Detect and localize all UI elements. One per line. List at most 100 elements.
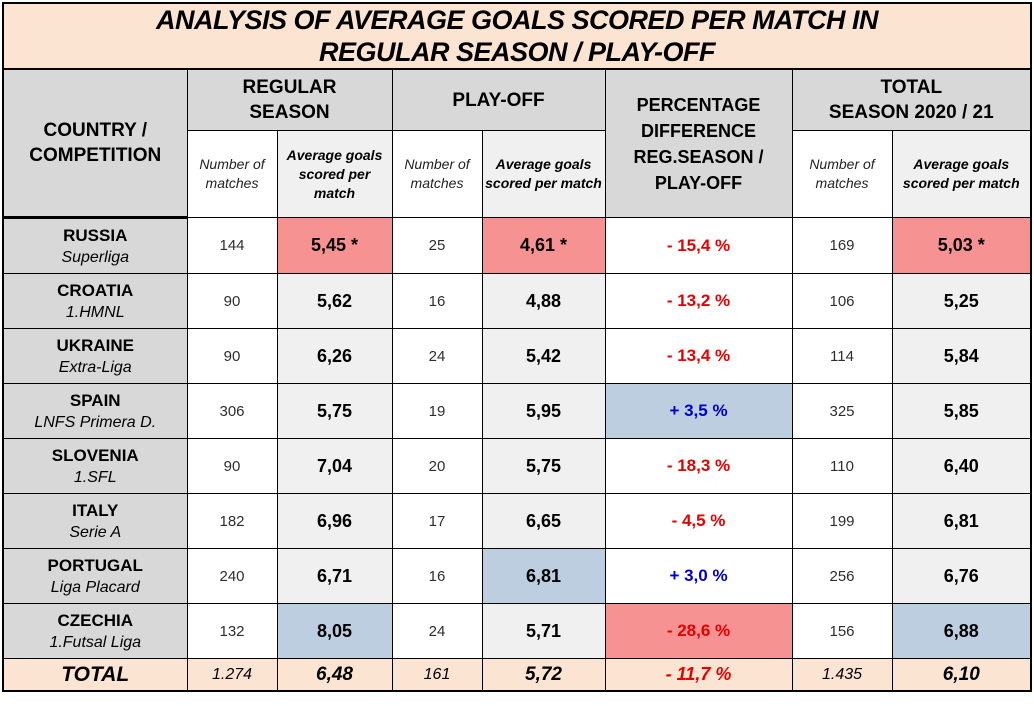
country-cell: CROATIA 1.HMNL [2, 273, 188, 329]
total-po-matches: 161 [391, 658, 483, 692]
percentage-cell: - 28,6 % [604, 603, 793, 659]
competition-name: Serie A [69, 523, 122, 541]
po-matches-cell: 17 [391, 493, 483, 549]
country-cell: UKRAINE Extra-Liga [2, 328, 188, 384]
header-group-row: COUNTRY / COMPETITION REGULAR SEASON PLA… [2, 68, 1032, 219]
header-country-competition: COUNTRY / COMPETITION [2, 68, 188, 219]
subheader-total-average-goals: Average goals scored per match [891, 130, 1032, 218]
total-matches-cell: 106 [791, 273, 893, 329]
country-cell: PORTUGAL Liga Placard [2, 548, 188, 604]
competition-name: 1.SFL [73, 468, 117, 486]
header-percentage-difference: PERCENTAGE DIFFERENCE REG.SEASON / PLAY-… [604, 68, 793, 218]
page-title: ANALYSIS OF AVERAGE GOALS SCORED PER MAT… [2, 2, 1032, 70]
rs-average-cell: 8,05 [276, 603, 393, 659]
rs-average-cell: 6,26 [276, 328, 393, 384]
total-average-cell: 6,81 [891, 493, 1032, 549]
country-cell: SPAIN LNFS Primera D. [2, 383, 188, 439]
goals-analysis-table: ANALYSIS OF AVERAGE GOALS SCORED PER MAT… [2, 2, 1033, 692]
table-row: RUSSIA Superliga 144 5,45 * 25 4,61 * - 15,4 %… [2, 217, 1032, 274]
table-row: CZECHIA 1.Futsal Liga 132 8,05 24 5,71- 28,6 … [2, 603, 1032, 659]
total-matches-cell: 156 [791, 603, 893, 659]
percentage-cell: - 4,5 % [604, 493, 793, 549]
country-name: ITALY [72, 500, 119, 520]
total-season-average: 6,10 [891, 658, 1032, 692]
total-matches-cell: 169 [791, 217, 893, 274]
percentage-cell: - 13,2 % [604, 273, 793, 329]
percentage-cell: - 15,4 % [604, 217, 793, 274]
table-row: ITALY Serie A 182 6,96 17 6,65- 4,5 % 199 6,81 [2, 493, 1032, 549]
total-average-cell: 6,88 [891, 603, 1032, 659]
po-average-cell: 5,42 [481, 328, 606, 384]
rs-matches-cell: 240 [186, 548, 278, 604]
rs-matches-cell: 306 [186, 383, 278, 439]
percentage-cell: - 18,3 % [604, 438, 793, 494]
subheader-po-number-of-matches: Number of matches [391, 130, 483, 218]
total-season-matches: 1.435 [791, 658, 893, 692]
rs-matches-cell: 182 [186, 493, 278, 549]
total-matches-cell: 325 [791, 383, 893, 439]
country-cell: CZECHIA 1.Futsal Liga [2, 603, 188, 659]
table-row: PORTUGAL Liga Placard 240 6,71 16 6,81 + 3,0 %… [2, 548, 1032, 604]
total-matches-cell: 199 [791, 493, 893, 549]
table-row: UKRAINE Extra-Liga 90 6,26 24 5,42- 13,4 % 114… [2, 328, 1032, 384]
total-average-cell: 5,25 [891, 273, 1032, 329]
competition-name: Extra-Liga [58, 358, 132, 376]
competition-name: 1.HMNL [65, 303, 125, 321]
total-average-cell: 5,84 [891, 328, 1032, 384]
competition-name: Liga Placard [50, 578, 140, 596]
total-average-cell: 6,40 [891, 438, 1032, 494]
table-row: SPAIN LNFS Primera D. 306 5,75 19 5,95 + 3,5 %… [2, 383, 1032, 439]
percentage-cell: + 3,5 % [604, 383, 793, 439]
percentage-cell: + 3,0 % [604, 548, 793, 604]
header-sub-row: Number of matches Average goals scored p… [3, 130, 1032, 218]
country-cell: SLOVENIA 1.SFL [2, 438, 188, 494]
total-average-cell: 5,03 * [891, 217, 1032, 274]
po-average-cell: 6,65 [481, 493, 606, 549]
rs-average-cell: 5,62 [276, 273, 393, 329]
total-average-cell: 6,76 [891, 548, 1032, 604]
total-percentage-difference: - 11,7 % [604, 658, 793, 692]
po-average-cell: 5,71 [481, 603, 606, 659]
competition-name: 1.Futsal Liga [49, 633, 142, 651]
rs-average-cell: 7,04 [276, 438, 393, 494]
rs-average-cell: 6,71 [276, 548, 393, 604]
rs-average-cell: 5,45 * [276, 217, 393, 274]
header-total-season: TOTAL SEASON 2020 / 21 [791, 68, 1032, 131]
table-row: CROATIA 1.HMNL 90 5,62 16 4,88- 13,2 % 106 5,25 [2, 273, 1032, 329]
rs-matches-cell: 132 [186, 603, 278, 659]
country-name: UKRAINE [56, 335, 134, 355]
country-cell: RUSSIA Superliga [2, 217, 188, 274]
rs-matches-cell: 90 [186, 438, 278, 494]
total-matches-cell: 114 [791, 328, 893, 384]
table-row: SLOVENIA 1.SFL 90 7,04 20 5,75- 18,3 % 110 6,40 [2, 438, 1032, 494]
country-name: CZECHIA [57, 610, 134, 630]
rs-average-cell: 5,75 [276, 383, 393, 439]
header-regular-season: REGULAR SEASON [186, 68, 393, 131]
subheader-rs-average-goals: Average goals scored per match [276, 130, 393, 218]
total-rs-matches: 1.274 [186, 658, 278, 692]
subheader-po-average-goals: Average goals scored per match [481, 130, 606, 218]
po-average-cell: 4,61 * [481, 217, 606, 274]
rs-matches-cell: 144 [186, 217, 278, 274]
country-name: CROATIA [57, 280, 134, 300]
po-average-cell: 6,81 [481, 548, 606, 604]
total-label: TOTAL [2, 658, 188, 692]
total-row: TOTAL 1.274 6,48 161 5,72 - 11,7 % 1.435… [2, 658, 1032, 692]
po-average-cell: 5,95 [481, 383, 606, 439]
po-matches-cell: 16 [391, 548, 483, 604]
percentage-cell: - 13,4 % [604, 328, 793, 384]
subheader-rs-number-of-matches: Number of matches [186, 130, 278, 218]
total-matches-cell: 256 [791, 548, 893, 604]
country-cell: ITALY Serie A [2, 493, 188, 549]
competition-name: Superliga [61, 248, 130, 266]
total-rs-average: 6,48 [276, 658, 393, 692]
subheader-total-number-of-matches: Number of matches [791, 130, 893, 218]
total-matches-cell: 110 [791, 438, 893, 494]
po-matches-cell: 20 [391, 438, 483, 494]
country-name: SPAIN [69, 390, 121, 410]
po-matches-cell: 24 [391, 328, 483, 384]
po-matches-cell: 24 [391, 603, 483, 659]
po-matches-cell: 25 [391, 217, 483, 274]
rs-matches-cell: 90 [186, 273, 278, 329]
country-name: PORTUGAL [47, 555, 143, 575]
